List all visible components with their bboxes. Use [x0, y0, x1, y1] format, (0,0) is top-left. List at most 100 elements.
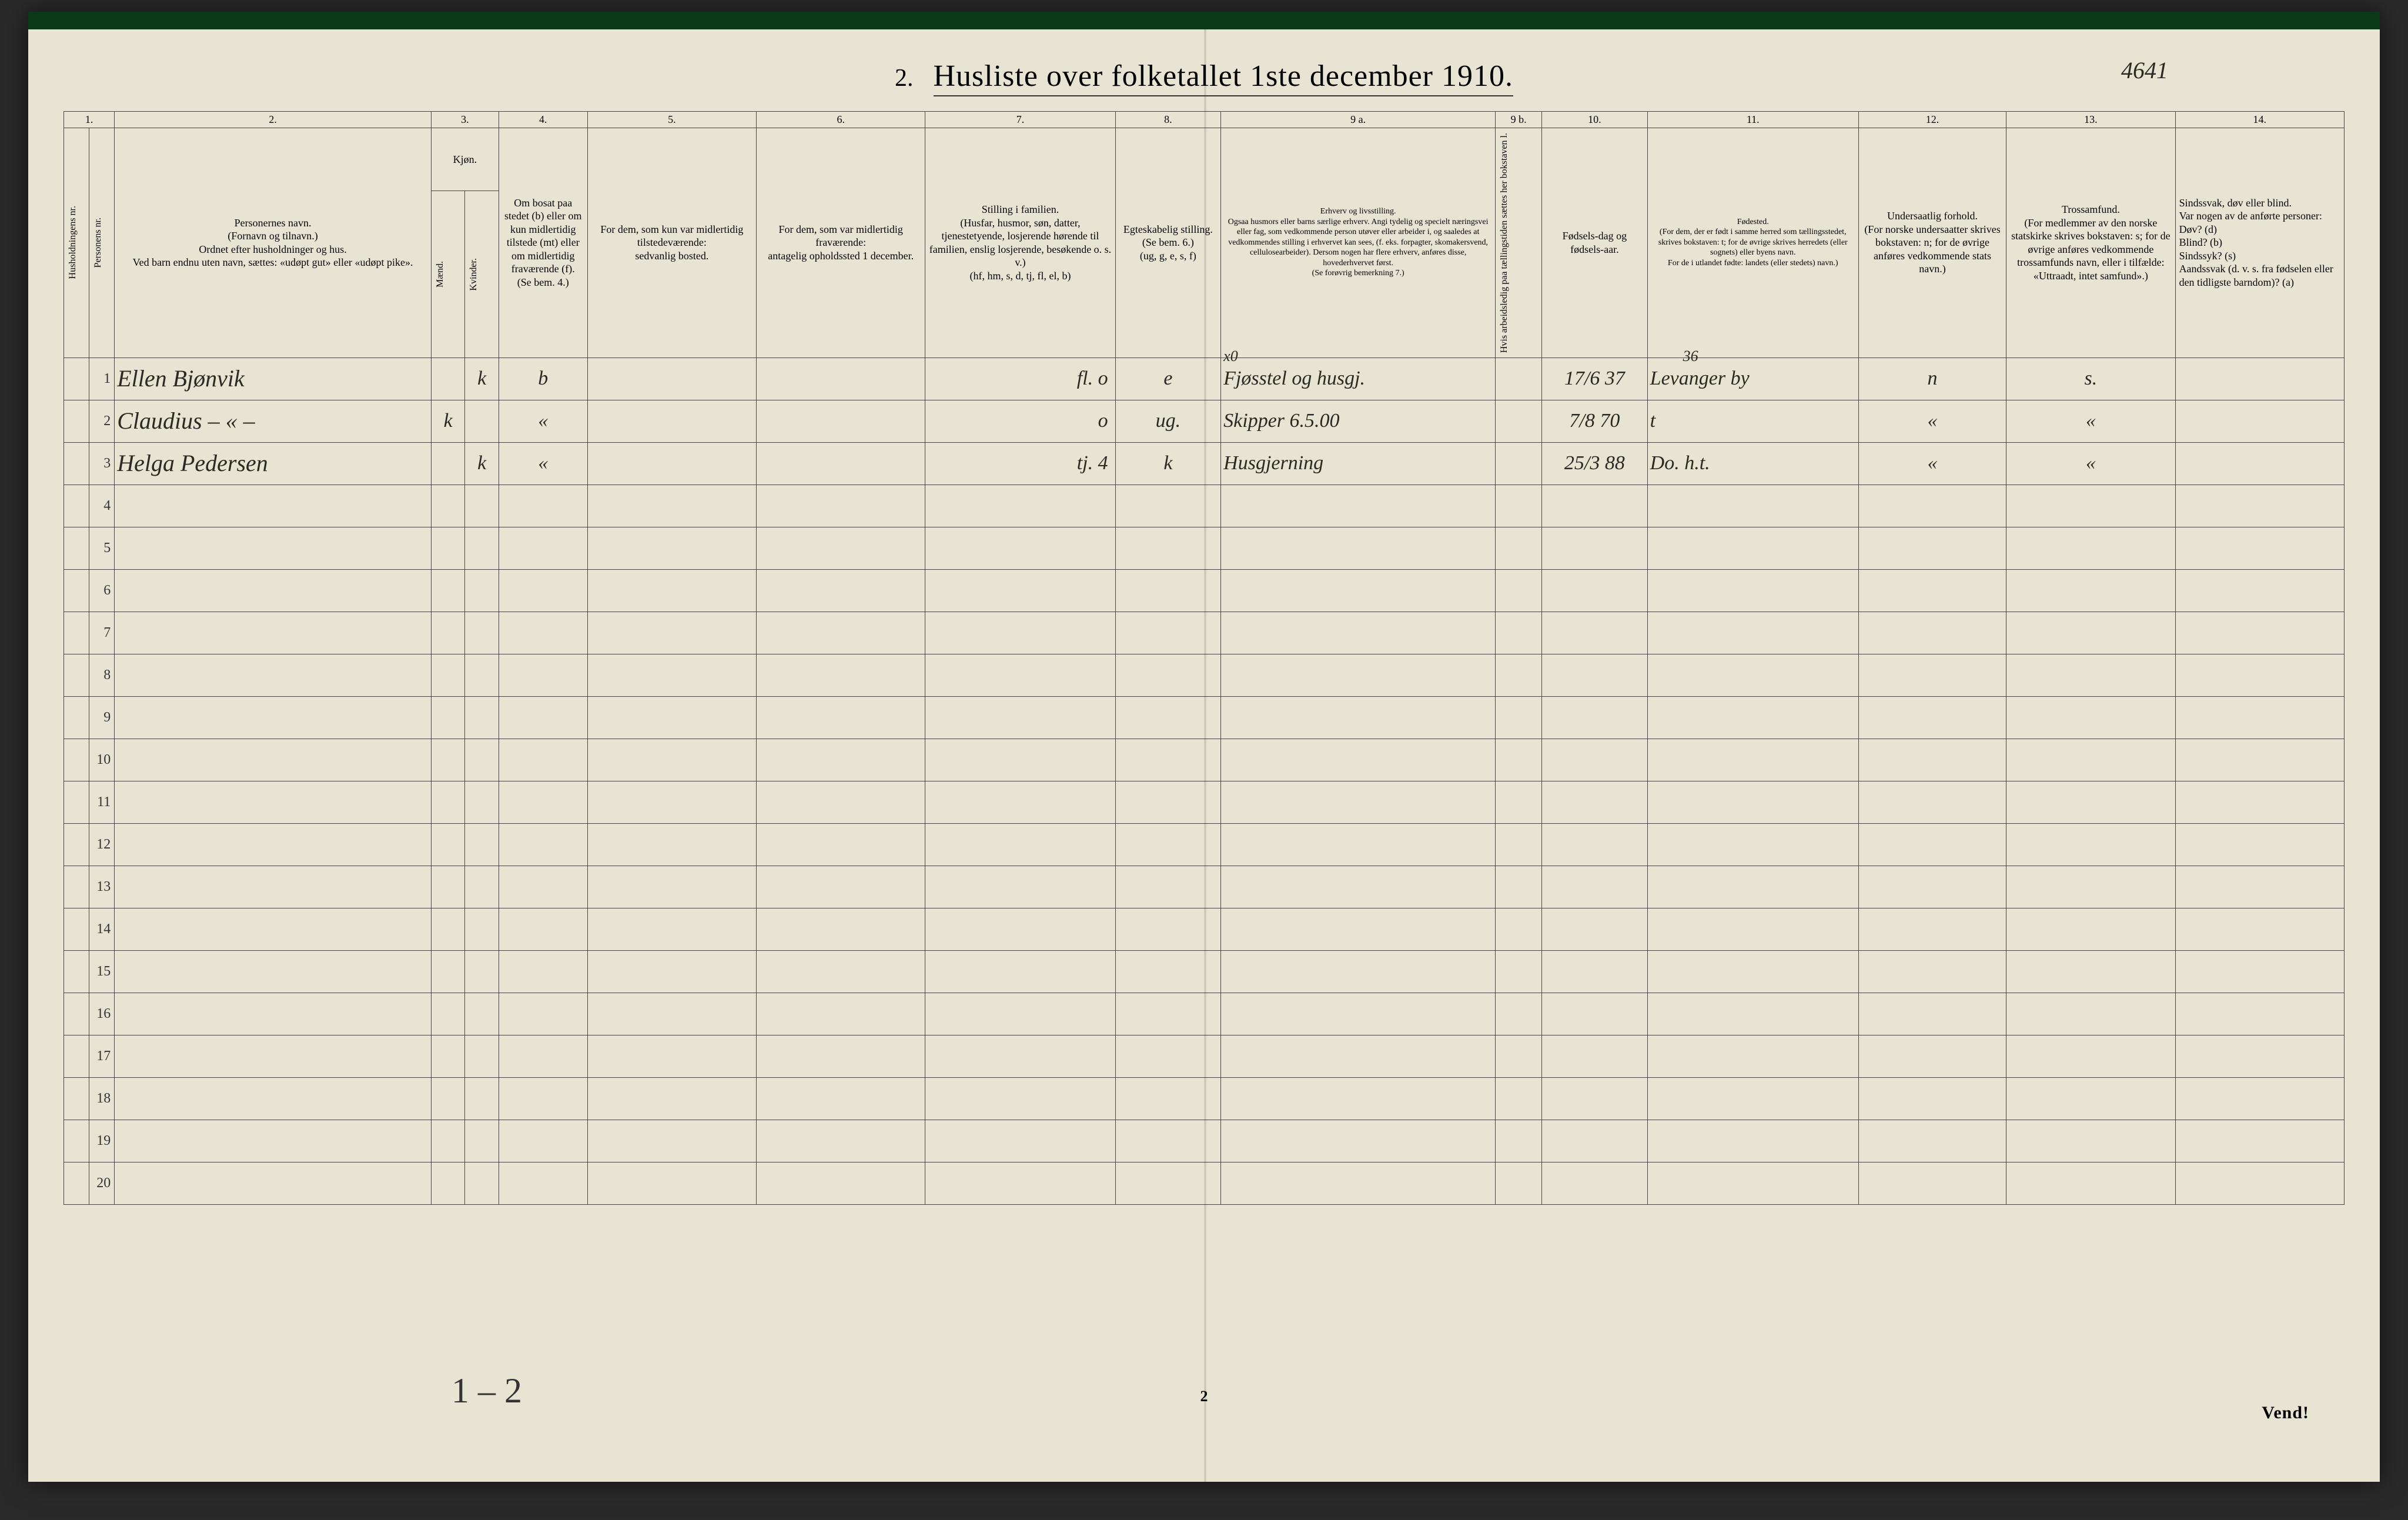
empty-cell — [465, 993, 499, 1035]
empty-cell — [465, 866, 499, 908]
empty-cell — [2175, 781, 2344, 823]
person-nr: 19 — [89, 1120, 115, 1162]
footer-page-number: 2 — [1200, 1388, 1208, 1405]
colnum-2: 2. — [115, 112, 432, 128]
empty-cell — [1858, 781, 2006, 823]
col6-cell — [757, 400, 925, 442]
hh-nr — [64, 442, 89, 485]
empty-cell — [465, 612, 499, 654]
hh-nr — [64, 569, 89, 612]
empty-cell — [1221, 1162, 1496, 1204]
empty-cell — [1858, 823, 2006, 866]
empty-cell — [1542, 527, 1648, 569]
empty-cell — [115, 696, 432, 739]
person-nr: 13 — [89, 866, 115, 908]
empty-cell — [2006, 823, 2175, 866]
empty-cell — [465, 1077, 499, 1120]
empty-cell — [587, 569, 756, 612]
empty-cell — [2006, 781, 2175, 823]
empty-cell — [587, 993, 756, 1035]
erhverv-cell: Skipper 6.5.00 — [1221, 400, 1496, 442]
empty-cell — [1542, 950, 1648, 993]
empty-cell — [925, 612, 1115, 654]
empty-cell — [431, 1035, 464, 1077]
empty-cell — [925, 527, 1115, 569]
empty-cell — [1647, 1162, 1858, 1204]
person-nr: 17 — [89, 1035, 115, 1077]
empty-cell — [431, 908, 464, 950]
hh-nr — [64, 993, 89, 1035]
empty-cell — [1647, 1077, 1858, 1120]
empty-cell — [465, 569, 499, 612]
empty-cell — [115, 1077, 432, 1120]
empty-cell — [587, 612, 756, 654]
empty-cell — [2175, 1162, 2344, 1204]
colnum-10: 10. — [1542, 112, 1648, 128]
empty-cell — [2175, 569, 2344, 612]
empty-cell — [1496, 1162, 1542, 1204]
colnum-3: 3. — [431, 112, 499, 128]
empty-cell — [1221, 866, 1496, 908]
empty-cell — [1496, 823, 1542, 866]
erhverv-cell: Fjøsstel og husgj.x0 — [1221, 358, 1496, 400]
empty-cell — [431, 739, 464, 781]
c9b-cell — [1496, 358, 1542, 400]
person-nr: 4 — [89, 485, 115, 527]
empty-cell — [465, 823, 499, 866]
empty-cell — [1647, 993, 1858, 1035]
empty-cell — [1542, 1077, 1648, 1120]
hh-nr — [64, 1035, 89, 1077]
sex-m-cell — [431, 442, 464, 485]
hh-nr — [64, 1120, 89, 1162]
col5-cell — [587, 358, 756, 400]
empty-cell — [499, 908, 587, 950]
hh-nr — [64, 358, 89, 400]
empty-cell — [925, 696, 1115, 739]
colnum-9a: 9 a. — [1221, 112, 1496, 128]
hh-nr — [64, 950, 89, 993]
empty-cell — [465, 739, 499, 781]
empty-cell — [757, 654, 925, 696]
name-cell: Helga Pedersen — [115, 442, 432, 485]
empty-cell — [587, 485, 756, 527]
empty-cell — [465, 527, 499, 569]
table-row: 4 — [64, 485, 2345, 527]
header-1a: Husholdningens nr. — [66, 202, 79, 282]
empty-cell — [1221, 1077, 1496, 1120]
c9b-cell — [1496, 400, 1542, 442]
empty-cell — [1858, 696, 2006, 739]
empty-cell — [1496, 950, 1542, 993]
hh-nr — [64, 612, 89, 654]
empty-cell — [1542, 993, 1648, 1035]
empty-cell — [2006, 739, 2175, 781]
empty-cell — [1542, 739, 1648, 781]
empty-cell — [1496, 696, 1542, 739]
empty-cell — [115, 739, 432, 781]
page-title: Husliste over folketallet 1ste december … — [934, 59, 1513, 96]
hh-nr — [64, 696, 89, 739]
table-row: 3Helga Pedersenk«tj. 4kHusgjerning25/3 8… — [64, 442, 2345, 485]
header-3a: Mænd. — [434, 258, 447, 291]
empty-cell — [499, 1162, 587, 1204]
empty-cell — [925, 1035, 1115, 1077]
empty-cell — [1115, 1077, 1221, 1120]
empty-cell — [2175, 739, 2344, 781]
empty-cell — [1647, 908, 1858, 950]
empty-cell — [1115, 739, 1221, 781]
empty-cell — [1858, 654, 2006, 696]
annotation-11: 36 — [1683, 348, 1698, 365]
empty-cell — [2175, 612, 2344, 654]
empty-cell — [499, 696, 587, 739]
person-nr: 2 — [89, 400, 115, 442]
hh-nr — [64, 1162, 89, 1204]
header-9b: Hvis arbeidsledig paa tællingstiden sætt… — [1498, 129, 1511, 356]
table-row: 9 — [64, 696, 2345, 739]
table-row: 19 — [64, 1120, 2345, 1162]
c14-cell — [2175, 442, 2344, 485]
header-1b: Personens nr. — [92, 214, 105, 271]
empty-cell — [1221, 654, 1496, 696]
empty-cell — [499, 569, 587, 612]
empty-cell — [757, 569, 925, 612]
empty-cell — [1542, 612, 1648, 654]
empty-cell — [431, 823, 464, 866]
